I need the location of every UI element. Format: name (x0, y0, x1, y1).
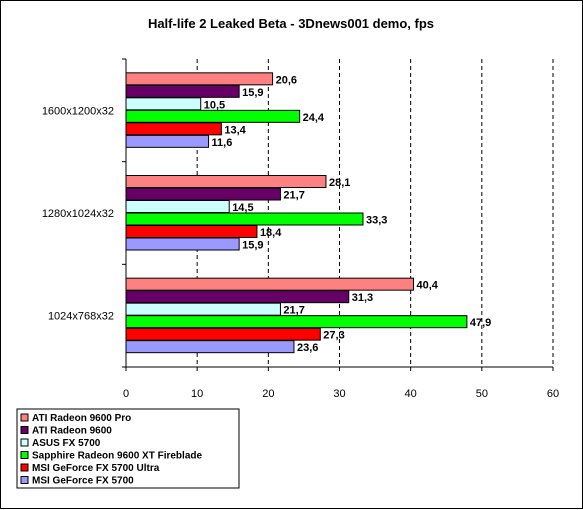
bar (125, 122, 222, 136)
bar (125, 277, 415, 291)
bar (125, 187, 281, 201)
x-tick-label: 10 (191, 388, 203, 400)
data-label: 18,4 (260, 227, 282, 239)
legend-label: ATI Radeon 9600 (32, 426, 112, 437)
legend-swatch (20, 476, 29, 484)
bar (125, 134, 210, 148)
legend-box (16, 408, 240, 489)
legend-label: ATI Radeon 9600 Pro (32, 413, 131, 424)
legend-swatch (20, 463, 29, 472)
legend-swatch (20, 451, 29, 459)
bar (125, 109, 301, 123)
bar (125, 97, 202, 111)
data-label: 27,3 (323, 330, 344, 342)
x-tick-label: 20 (262, 388, 274, 400)
bar (125, 225, 258, 238)
bar (125, 302, 281, 316)
bar (125, 340, 295, 354)
legend-label: MSI GeForce FX 5700 Ultra (32, 463, 160, 474)
y-category-label: 1600x1200x32 (42, 105, 114, 117)
data-label: 14,5 (232, 202, 253, 214)
data-label: 31,3 (352, 292, 373, 304)
data-label: 21,7 (283, 190, 304, 202)
bar (125, 237, 240, 251)
x-tick-label: 50 (476, 388, 488, 400)
data-label: 10,5 (204, 99, 225, 111)
legend-label: ASUS FX 5700 (32, 438, 101, 449)
x-tick-label: 30 (333, 388, 345, 400)
bar (125, 175, 327, 188)
bar (125, 212, 364, 226)
data-label: 15,9 (242, 240, 263, 252)
bar (125, 315, 468, 329)
data-labels: 20,6 15,9 10,5 24,4 13,411,6 28,1 21,7 14,5 33,3… (204, 74, 492, 354)
x-tick-label: 40 (405, 388, 417, 400)
bars (125, 72, 468, 354)
chart-title: Half-life 2 Leaked Beta - 3Dnews001 demo… (148, 16, 434, 31)
data-label: 28,1 (329, 177, 350, 189)
bar (125, 200, 230, 213)
data-label: 23,6 (297, 342, 318, 354)
data-label: 21,7 (283, 305, 304, 317)
x-tick-label: 60 (547, 388, 559, 400)
axes: 0 10 20 30 40 50 60 1600x1200x32 1280x1024x32 102… (42, 58, 559, 400)
x-tick-label: 0 (123, 388, 129, 400)
bar (125, 290, 350, 304)
y-category-label: 1280x1024x32 (42, 208, 114, 220)
data-label: 11,6 (212, 137, 233, 149)
legend-label: MSI GeForce FX 5700 (32, 476, 134, 487)
bar (125, 72, 274, 86)
bar (125, 84, 240, 98)
data-label: 40,4 (417, 280, 439, 292)
data-label: 15,9 (242, 87, 263, 99)
legend-swatch (20, 438, 29, 447)
data-label: 13,4 (224, 124, 246, 136)
y-category-label: 1024x768x32 (48, 311, 114, 323)
data-label: 33,3 (366, 215, 387, 227)
legend-swatch (20, 426, 29, 434)
data-label: 24,4 (303, 112, 325, 124)
legend-swatch (20, 413, 29, 422)
legend-label: Sapphire Radeon 9600 XT Fireblade (32, 451, 202, 462)
data-label: 47,9 (470, 317, 491, 329)
bar (125, 327, 321, 341)
data-label: 20,6 (276, 74, 297, 86)
